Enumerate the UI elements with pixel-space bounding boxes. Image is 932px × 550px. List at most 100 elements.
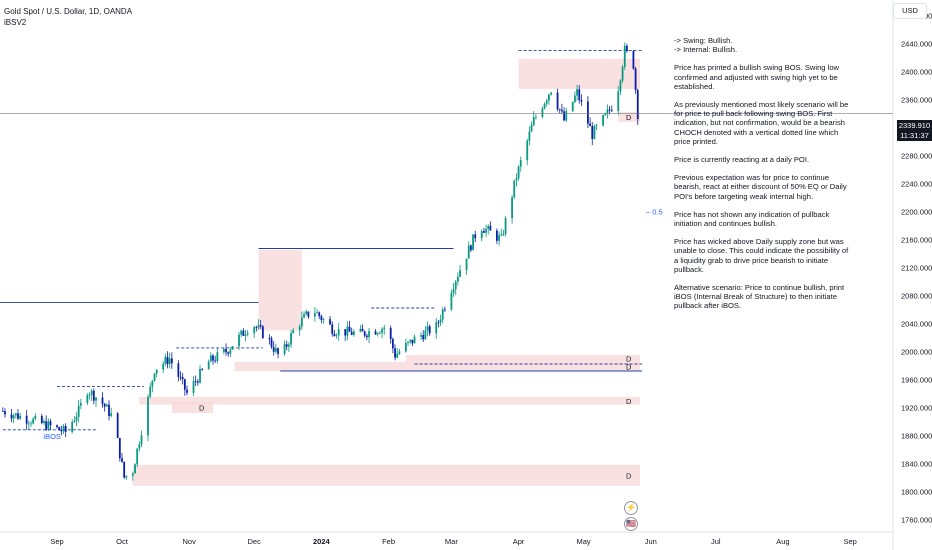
candle-body (500, 234, 503, 236)
candle-body (313, 313, 316, 317)
candle-body (73, 420, 76, 422)
price-tick-label: 2080.000 (901, 291, 932, 300)
candle-body (474, 234, 477, 239)
candle-body (374, 331, 377, 335)
candle-body (261, 326, 264, 339)
candle-body (561, 109, 563, 112)
candle-body (619, 80, 622, 92)
candle-body (576, 89, 578, 96)
candle-body (305, 311, 308, 315)
candle-body (58, 427, 61, 431)
candle-body (125, 475, 128, 478)
candle-body (79, 402, 82, 406)
candle-body (303, 314, 305, 318)
zone-label: D (626, 113, 632, 122)
poi-zone (234, 361, 640, 371)
candle-body (530, 125, 533, 132)
candle-body (535, 116, 537, 118)
candle-body (346, 326, 349, 336)
candle-body (92, 390, 95, 401)
candle-body (32, 418, 35, 424)
candle-body (90, 390, 93, 395)
candle-body (231, 346, 234, 350)
price-tick-label: 2000.000 (901, 347, 932, 356)
time-tick-label: Jul (711, 537, 721, 546)
time-tick-label: Sep (50, 537, 63, 546)
candle-body (277, 348, 279, 354)
candle-body (209, 355, 212, 362)
candle-body (199, 369, 201, 383)
candle-body (344, 329, 347, 336)
candle-body (153, 373, 156, 381)
candle-body (95, 397, 97, 401)
currency-button[interactable]: USD (893, 3, 927, 19)
time-tick-label: Nov (183, 537, 197, 546)
candle-body (290, 333, 292, 345)
candle-body (359, 328, 362, 332)
price-tick-label: 1960.000 (901, 375, 932, 384)
candle-body (543, 103, 546, 109)
candle-body (365, 335, 368, 338)
current-price-value: 2339.910 (898, 121, 931, 130)
candle-body (394, 348, 396, 358)
candle-body (361, 328, 364, 332)
candle-body (519, 160, 522, 167)
candle-body (450, 292, 453, 310)
candle-body (71, 421, 74, 432)
price-tick-label: 2120.000 (901, 263, 932, 272)
zone-label: D (626, 354, 632, 363)
candle-body (45, 421, 48, 430)
candle-body (404, 343, 407, 352)
candle-body (244, 334, 247, 336)
candle-body (378, 332, 381, 334)
candle-body (329, 319, 331, 325)
candle-body (593, 126, 596, 139)
time-tick-label: Aug (776, 537, 789, 546)
candle-body (212, 355, 214, 361)
candle-body (300, 317, 303, 327)
flag-icon[interactable]: 🇺🇸 (624, 517, 638, 531)
poi-zone (258, 249, 302, 331)
candle-body (472, 234, 474, 251)
candle-body (580, 100, 583, 102)
candle-body (214, 360, 217, 362)
price-tick-label: 2240.000 (901, 179, 932, 188)
candle-body (186, 389, 188, 393)
time-tick-label: Dec (248, 537, 262, 546)
candle-body (268, 338, 271, 339)
candle-body (298, 326, 301, 331)
symbol-title[interactable]: Gold Spot / U.S. Dollar, 1D, OANDA (4, 7, 133, 16)
candle-body (283, 344, 286, 354)
candle-body (140, 435, 143, 445)
candle-body (331, 324, 334, 334)
candle-body (62, 426, 65, 432)
bar-countdown: 11:31:37 (900, 130, 929, 140)
price-tick-label: 2040.000 (901, 319, 932, 328)
candle-body (123, 461, 126, 478)
indicator-name[interactable]: iBSV2 (4, 18, 27, 27)
lightning-icon[interactable]: ⚡ (624, 501, 638, 515)
candle-body (56, 425, 58, 428)
poi-zone (132, 464, 640, 486)
time-tick-label: Apr (513, 537, 525, 546)
candle-body (1, 410, 4, 412)
candle-body (571, 101, 574, 112)
candle-body (246, 333, 249, 335)
candle-body (134, 464, 136, 474)
candle-body (587, 101, 589, 124)
candle-body (617, 91, 620, 111)
candle-body (482, 231, 485, 233)
candle-body (201, 369, 204, 370)
candle-body (136, 448, 139, 465)
time-tick-label: Oct (116, 537, 129, 546)
candle-body (532, 117, 535, 126)
candle-body (34, 415, 37, 419)
candle-body (502, 234, 505, 235)
poi-zone (405, 354, 640, 362)
note-paragraph: Price has printed a bullish swing BOS. S… (674, 63, 840, 91)
equilibrium-label: – 0.5 (646, 207, 663, 216)
candle-body (528, 131, 531, 141)
candle-body (411, 339, 414, 344)
candle-body (49, 421, 52, 426)
